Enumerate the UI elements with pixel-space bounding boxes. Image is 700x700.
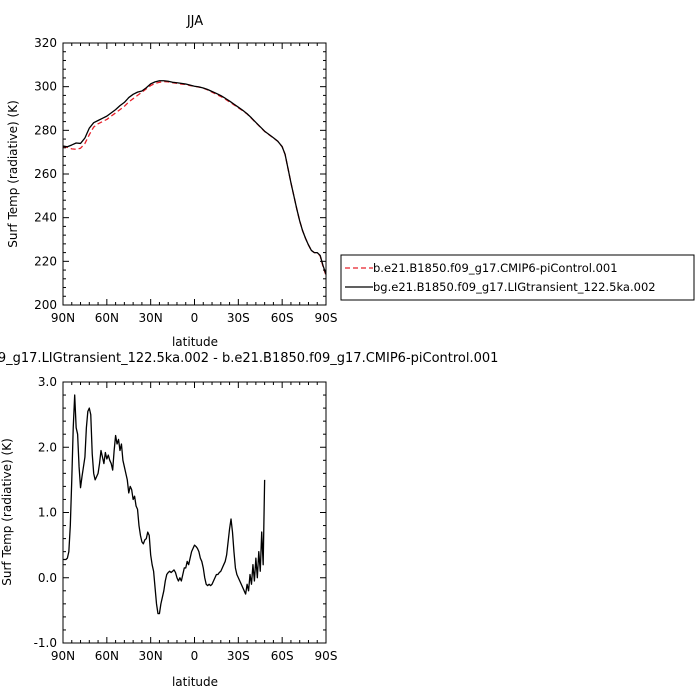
top-y-tick-label: 320 <box>34 36 57 50</box>
top-chart-frame <box>62 42 327 306</box>
top-x-tick-label: 60N <box>95 311 119 325</box>
bottom-x-tick-label: 30S <box>227 649 250 663</box>
bottom-y-tick-label: -1.0 <box>34 636 57 650</box>
bottom-chart-title: bg.e21.B1850.f09_g17.LIGtransient_122.5k… <box>0 351 498 366</box>
legend-box <box>340 254 695 301</box>
bottom-y-tick-label: 0.0 <box>38 571 57 585</box>
legend: b.e21.B1850.f09_g17.CMIP6-piControl.001 … <box>340 254 695 301</box>
top-series-line-0 <box>62 80 327 276</box>
legend-label-ligtransient: bg.e21.B1850.f09_g17.LIGtransient_122.5k… <box>373 280 656 294</box>
top-x-tick-label: 0 <box>191 311 199 325</box>
top-chart-series-layer <box>62 80 327 276</box>
bottom-y-tick-label: 2.0 <box>38 440 57 454</box>
top-series-line-1 <box>62 80 327 275</box>
bottom-x-tick-label: 60S <box>271 649 294 663</box>
top-x-tick-label: 90N <box>51 311 75 325</box>
top-y-tick-label: 280 <box>34 123 57 137</box>
top-y-tick-label: 240 <box>34 211 57 225</box>
top-chart-xlabel: latitude <box>172 335 218 349</box>
top-chart-ticks: 90N 60N 30N 0 30S 60S 90S 200 220 240 260 280 300 320 <box>34 36 337 325</box>
legend-label-picontrol: b.e21.B1850.f09_g17.CMIP6-piControl.001 <box>373 261 618 275</box>
top-y-tick-label: 300 <box>34 80 57 94</box>
bottom-x-tick-label: 30N <box>139 649 163 663</box>
bottom-series-line-0 <box>63 394 266 615</box>
bottom-x-tick-label: 60N <box>95 649 119 663</box>
top-chart-ylabel: Surf Temp (radiative) (K) <box>6 100 20 248</box>
top-y-tick-label: 200 <box>34 298 57 312</box>
bottom-chart-series-layer <box>63 394 266 615</box>
bottom-x-tick-label: 90N <box>51 649 75 663</box>
top-y-tick-label: 220 <box>34 254 57 268</box>
bottom-x-tick-label: 90S <box>315 649 338 663</box>
top-x-tick-label: 90S <box>315 311 338 325</box>
bottom-chart-xlabel: latitude <box>172 675 218 689</box>
bottom-chart-ticks: 90N 60N 30N 0 30S 60S 90S -1.0 0.0 1.0 2.0 3.0 <box>34 375 338 663</box>
bottom-y-tick-label: 3.0 <box>38 375 57 389</box>
top-chart: JJA 90N 60N 30N 0 30S 60S 90S 200 220 240 260 280 30… <box>6 14 337 349</box>
bottom-x-tick-label: 0 <box>191 649 199 663</box>
top-y-tick-label: 260 <box>34 167 57 181</box>
bottom-chart-frame <box>62 381 327 644</box>
top-x-tick-label: 30S <box>227 311 250 325</box>
top-x-tick-label: 30N <box>139 311 163 325</box>
bottom-chart-ylabel: Surf Temp (radiative) (K) <box>0 438 14 586</box>
bottom-chart: bg.e21.B1850.f09_g17.LIGtransient_122.5k… <box>0 351 498 689</box>
top-chart-title: JJA <box>186 14 203 29</box>
bottom-y-tick-label: 1.0 <box>38 506 57 520</box>
top-x-tick-label: 60S <box>271 311 294 325</box>
